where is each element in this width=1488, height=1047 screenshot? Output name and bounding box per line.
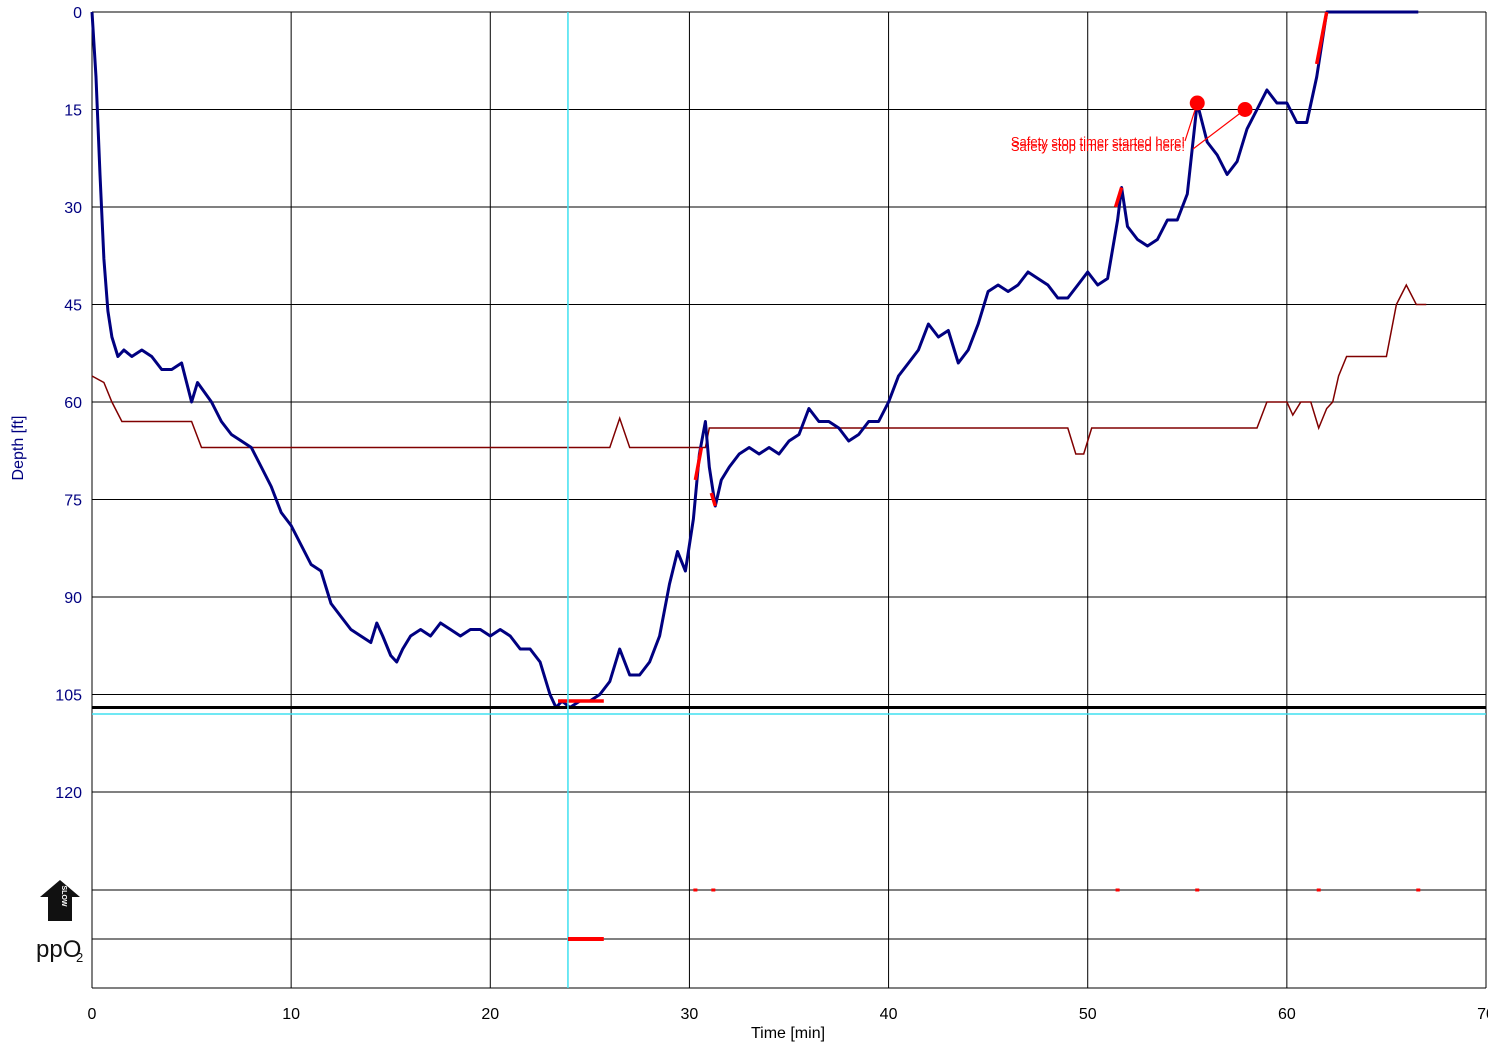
ascent-alarm-segment [693,447,704,481]
ascent-alarm-segment [709,492,717,507]
depth-line [90,10,1419,709]
indicator-rows [567,888,1421,941]
x-tick-label: 40 [880,1006,898,1023]
safety-stop-marker [1237,102,1253,117]
y-tick-label: 30 [64,200,82,217]
axis-ticks: 0 10 20 30 40 50 60 70 0 15 30 45 60 75 90 105 120 [55,5,1488,1023]
slow-warning-mark [1115,888,1120,892]
events: Safety stop timer started here!Safety st… [1011,95,1253,154]
slow-warning-icon: SLOW [40,880,80,921]
ascent-alarm-segment [1314,11,1329,65]
ppo2-warning-mark [567,937,604,941]
x-tick-label: 20 [481,1006,499,1023]
safety-stop-label: Safety stop timer started here! [1011,139,1185,154]
ascent-alarm-segment [1113,186,1124,208]
svg-text:ppO: ppO [36,936,81,963]
y-tick-label: 60 [64,395,82,412]
ppo2-warning-icon: ppO 2 [36,936,83,965]
slow-warning-mark [1316,888,1321,892]
ceiling-series [91,283,1427,455]
slow-warning-mark [693,888,698,892]
y-tick-label: 120 [55,785,82,802]
alarm-segments [558,11,1329,703]
y-tick-label: 0 [73,5,82,22]
slow-warning-mark [1416,888,1421,892]
slow-warning-mark [711,888,716,892]
svg-text:SLOW: SLOW [60,886,67,907]
svg-text:2: 2 [76,950,83,965]
ceiling-line [91,283,1427,455]
y-tick-label: 105 [55,688,82,705]
y-tick-label: 15 [64,103,82,120]
x-tick-label: 70 [1477,1006,1488,1023]
y-tick-label: 75 [64,493,82,510]
x-axis-label: Time [min] [751,1025,825,1042]
y-axis-label: Depth [ft] [10,416,27,481]
x-tick-label: 10 [282,1006,300,1023]
x-tick-label: 60 [1278,1006,1296,1023]
slow-warning-mark [1195,888,1200,892]
safety-stop-marker [1189,95,1205,111]
x-tick-label: 50 [1079,1006,1097,1023]
x-tick-label: 30 [681,1006,699,1023]
x-tick-label: 0 [88,1006,97,1023]
depth-series [90,10,1419,709]
event-leader-line [1192,109,1246,150]
y-tick-label: 45 [64,298,82,315]
y-tick-label: 90 [64,590,82,607]
grid [91,11,1487,989]
safety-stop-label: Safety stop timer started here! [1011,134,1185,149]
reference-lines [92,12,1486,988]
